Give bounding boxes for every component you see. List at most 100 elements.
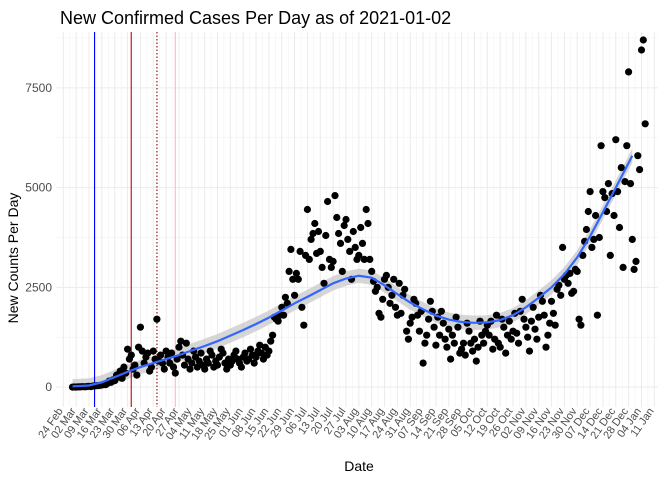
y-tick-label: 7500 [25,81,52,95]
data-point [335,229,343,238]
data-point [522,323,530,331]
data-point [153,315,161,323]
data-point [623,142,631,150]
data-point [540,311,548,319]
data-point [338,267,346,275]
data-point [628,235,636,243]
data-point [564,279,572,287]
data-point [391,303,400,311]
data-point [445,325,453,333]
data-point [465,327,473,335]
data-point [470,335,479,343]
data-point [604,180,613,188]
y-tick-label: 2500 [25,280,52,294]
data-point [535,313,543,321]
data-point [472,357,480,365]
data-point [373,283,381,291]
data-point [524,333,532,341]
data-point [415,327,423,335]
data-point [160,365,168,373]
data-point [397,309,405,317]
data-point [265,347,273,355]
x-axis-title: Date [344,458,374,474]
data-point [595,233,603,242]
data-point [592,211,600,220]
data-point [309,229,317,238]
data-point [547,297,556,305]
data-point [437,307,445,315]
data-point [136,323,144,331]
data-point [358,239,367,247]
data-point [610,211,618,220]
data-point [403,327,411,335]
data-point [557,291,565,299]
data-point [632,257,640,265]
data-point [379,295,387,303]
data-point [368,267,376,275]
data-point [480,339,488,347]
data-point [430,323,438,331]
data-point [331,192,339,200]
data-point [533,335,541,343]
data-point [525,347,534,355]
data-point [406,319,414,327]
data-point [586,188,594,196]
data-point [514,339,523,347]
data-point [298,303,306,311]
data-point [232,347,240,355]
data-point [469,347,477,355]
data-point [320,279,328,287]
data-point [489,345,497,353]
data-point [447,355,455,363]
data-point [382,271,390,279]
data-point [518,295,526,303]
data-point [601,194,609,202]
data-point [538,297,547,305]
data-point [258,349,266,357]
data-point [390,275,398,283]
data-point [219,349,227,357]
data-point [182,339,190,347]
data-point [186,365,194,373]
data-point [597,142,605,150]
data-point [305,255,313,263]
data-point [303,205,311,214]
data-point [336,239,345,247]
data-point [314,227,323,236]
data-point [436,331,444,339]
data-point [626,180,635,188]
data-point [395,279,403,287]
data-point [485,331,493,339]
data-point [204,359,212,367]
data-point [502,349,510,357]
data-point [149,347,157,355]
data-point [544,331,552,339]
data-point [634,152,642,160]
data-points [68,36,649,391]
confidence-band [72,148,633,390]
data-point [621,178,629,186]
y-axis-title: New Counts Per Day [5,193,21,324]
data-point [593,311,602,319]
data-point [419,359,427,367]
data-point [362,205,370,214]
data-point [228,357,236,365]
data-point [551,321,559,329]
data-point [421,339,429,347]
data-point [573,267,581,275]
data-point [404,335,412,343]
data-point [318,263,326,271]
data-point [311,219,319,228]
data-point [344,235,352,243]
data-point [241,349,249,357]
data-point [388,291,396,299]
data-point [590,235,598,243]
data-point [520,315,528,323]
data-point [197,349,205,357]
data-point [287,245,295,253]
data-point [120,363,128,371]
data-point [300,321,308,329]
data-point [296,247,304,255]
data-point [349,227,357,236]
data-point [461,351,469,359]
